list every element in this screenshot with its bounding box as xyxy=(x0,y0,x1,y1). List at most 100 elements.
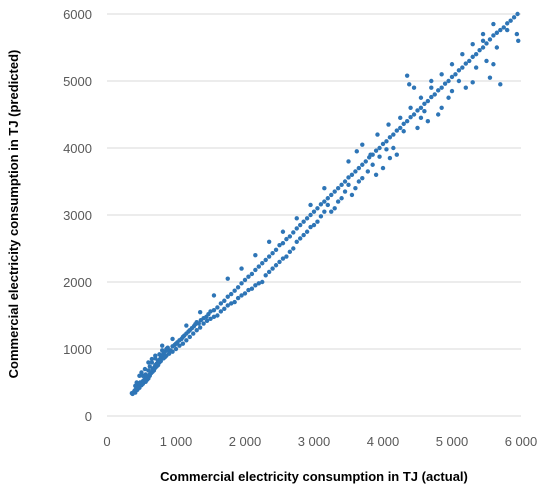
data-point-290 xyxy=(184,323,189,328)
data-point-241 xyxy=(161,356,166,361)
data-point-139 xyxy=(494,30,500,35)
data-point-286 xyxy=(239,266,244,271)
data-point-124 xyxy=(442,81,448,86)
data-point-91 xyxy=(329,192,334,198)
data-point-220 xyxy=(225,303,230,308)
data-point-144 xyxy=(511,15,517,20)
y-axis-title: Commercial electricity consumption in TJ… xyxy=(6,50,21,379)
data-point-94 xyxy=(339,182,344,188)
data-point-298 xyxy=(137,373,142,378)
data-point-62 xyxy=(229,291,234,297)
data-point-163 xyxy=(429,78,434,84)
data-point-64 xyxy=(235,285,241,290)
data-point-83 xyxy=(301,219,306,224)
data-point-212 xyxy=(253,283,258,288)
data-point-157 xyxy=(463,85,468,90)
data-point-216 xyxy=(239,293,244,298)
data-point-105 xyxy=(377,145,382,151)
x-tick-label-6: 6 000 xyxy=(505,434,538,449)
data-point-179 xyxy=(370,162,375,167)
data-point-215 xyxy=(242,291,248,296)
data-point-121 xyxy=(432,92,437,97)
data-point-75 xyxy=(273,247,279,253)
data-point-20 xyxy=(147,364,152,369)
data-point-263 xyxy=(130,391,135,397)
data-point-195 xyxy=(311,222,317,228)
data-point-230 xyxy=(191,331,196,336)
x-tick-label-5: 5 000 xyxy=(436,434,469,449)
data-point-181 xyxy=(360,175,365,181)
data-point-59 xyxy=(218,301,224,306)
data-point-111 xyxy=(398,125,403,131)
data-point-272 xyxy=(418,95,424,100)
data-point-186 xyxy=(342,189,348,194)
data-point-225 xyxy=(208,316,213,322)
data-point-182 xyxy=(356,179,362,184)
data-point-88 xyxy=(318,202,324,207)
data-point-273 xyxy=(429,85,434,90)
data-point-285 xyxy=(253,253,258,258)
data-point-266 xyxy=(346,159,351,164)
data-point-156 xyxy=(470,80,475,85)
data-point-174 xyxy=(387,155,393,161)
data-point-300 xyxy=(133,383,138,389)
data-point-178 xyxy=(373,172,379,177)
data-point-110 xyxy=(394,128,399,133)
data-point-233 xyxy=(180,341,186,346)
data-point-150 xyxy=(491,62,496,67)
data-point-202 xyxy=(287,249,293,255)
data-point-23 xyxy=(149,360,155,365)
y-tick-label-4: 4000 xyxy=(63,141,92,156)
data-point-155 xyxy=(473,65,479,70)
data-point-278 xyxy=(480,31,486,37)
data-point-265 xyxy=(360,142,365,147)
data-point-291 xyxy=(170,336,175,342)
data-point-264 xyxy=(354,149,359,154)
data-point-93 xyxy=(335,186,341,191)
data-point-161 xyxy=(439,105,444,111)
data-point-223 xyxy=(215,313,220,318)
data-point-288 xyxy=(211,293,217,298)
data-point-60 xyxy=(222,298,227,303)
data-point-84 xyxy=(304,216,310,221)
data-point-204 xyxy=(280,256,286,261)
data-point-89 xyxy=(322,199,327,204)
data-point-297 xyxy=(139,370,144,375)
data-point-120 xyxy=(429,94,434,100)
data-point-17 xyxy=(146,368,151,373)
data-point-143 xyxy=(508,18,513,23)
data-point-203 xyxy=(284,254,289,259)
data-point-71 xyxy=(260,261,265,266)
data-point-197 xyxy=(304,229,310,234)
data-point-296 xyxy=(142,366,148,372)
data-point-281 xyxy=(308,202,313,208)
x-tick-label-3: 3 000 xyxy=(298,434,331,449)
data-point-170 xyxy=(404,73,410,78)
data-point-166 xyxy=(418,115,424,121)
data-point-92 xyxy=(332,189,337,194)
data-point-72 xyxy=(263,257,268,263)
data-point-131 xyxy=(467,58,472,64)
data-point-189 xyxy=(332,206,337,211)
data-points xyxy=(129,11,521,397)
data-point-227 xyxy=(201,321,206,326)
data-point-158 xyxy=(456,78,462,84)
data-point-148 xyxy=(505,27,510,33)
data-point-151 xyxy=(487,75,493,80)
data-point-269 xyxy=(386,122,391,127)
x-tick-label-2: 2 000 xyxy=(229,434,262,449)
data-point-100 xyxy=(360,162,365,167)
data-point-153 xyxy=(484,58,489,64)
data-point-128 xyxy=(456,68,462,73)
data-point-142 xyxy=(505,21,510,26)
data-point-208 xyxy=(266,269,272,275)
data-point-283 xyxy=(280,229,286,234)
data-point-289 xyxy=(197,309,203,315)
data-point-113 xyxy=(404,119,410,124)
data-point-32 xyxy=(160,348,165,353)
data-point-134 xyxy=(477,47,482,53)
data-point-192 xyxy=(322,209,327,214)
data-point-175 xyxy=(384,147,389,152)
data-point-141 xyxy=(501,25,506,30)
